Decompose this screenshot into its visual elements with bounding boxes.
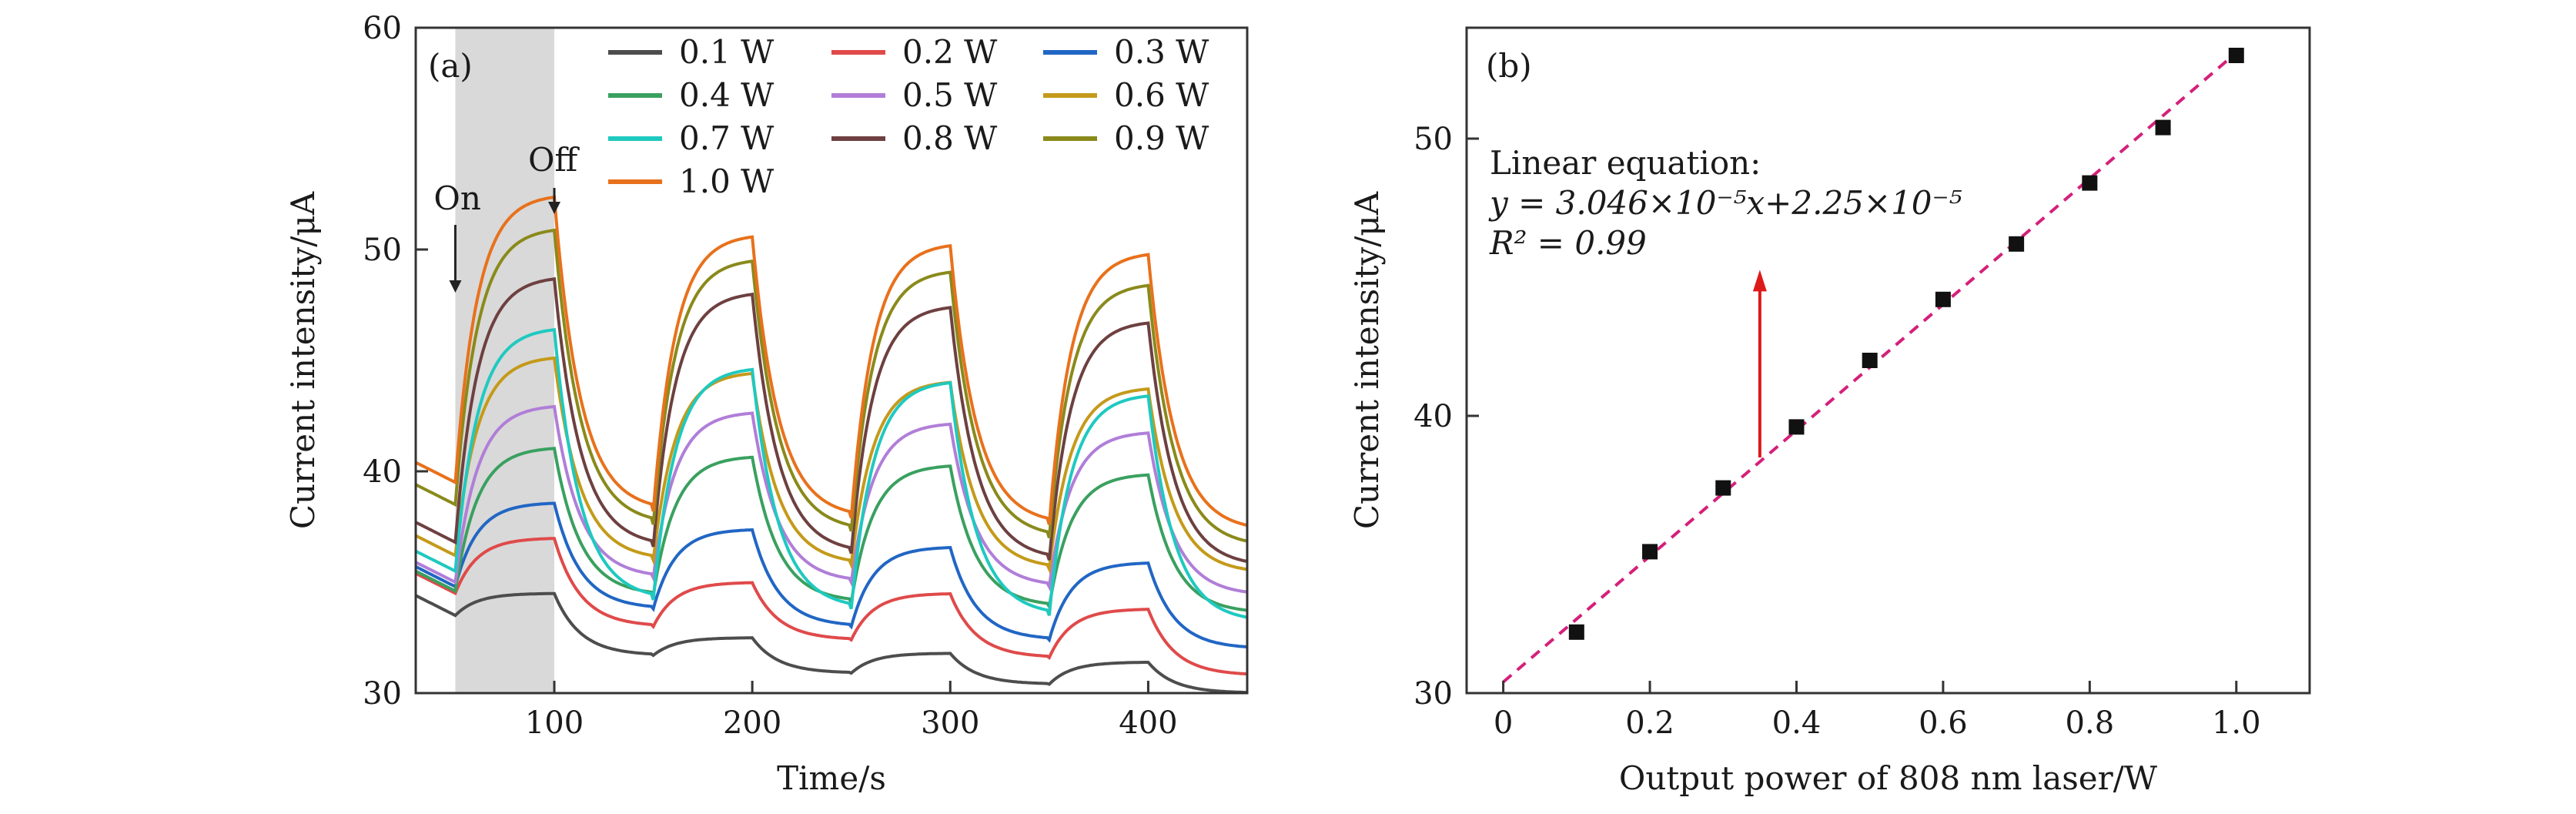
y-tick-label: 60: [363, 11, 402, 46]
increase-arrow: [1752, 270, 1767, 457]
series-line: [415, 228, 1248, 543]
series-line: [415, 276, 1248, 564]
legend-label: 0.9 W: [1114, 119, 1209, 157]
panel-b-x-axis-title: Output power of 808 nm laser/W: [1619, 759, 2158, 797]
data-point: [1642, 544, 1658, 560]
y-tick-label: 40: [363, 454, 402, 490]
data-point: [2082, 175, 2098, 191]
x-tick-label: 0.8: [2066, 705, 2115, 741]
data-point: [2009, 236, 2025, 252]
series-line: [415, 404, 1248, 594]
panel-a-frame: [414, 26, 1249, 695]
off-annotation: Off: [528, 141, 580, 179]
panel-a-label: (a): [428, 47, 473, 85]
legend-label: 0.1 W: [679, 33, 774, 71]
x-tick-label: 400: [1119, 705, 1177, 741]
x-tick-label: 100: [525, 705, 584, 741]
legend-label: 0.2 W: [902, 33, 998, 71]
panel-a-y-axis-title: Current intensity/μA: [284, 191, 322, 529]
panel-b-frame: [1465, 26, 2311, 695]
x-tick-label: 0.6: [1919, 705, 1968, 741]
y-tick-label: 50: [363, 233, 402, 268]
series-line: [415, 327, 1248, 619]
data-point: [1862, 353, 1878, 368]
y-tick-label: 30: [1413, 676, 1453, 712]
series-line: [415, 447, 1248, 612]
on-annotation: On: [433, 179, 480, 217]
series-line: [415, 537, 1248, 676]
x-tick-label: 0.2: [1625, 705, 1674, 741]
panel-b-y-axis-title: Current intensity/μA: [1348, 191, 1386, 529]
linear-equation: y = 3.046×10⁻⁵x+2.25×10⁻⁵: [1488, 184, 1962, 222]
legend-label: 0.4 W: [679, 76, 774, 114]
arrow-head: [449, 280, 462, 293]
legend-label: 0.3 W: [1114, 33, 1209, 71]
panel-b: 0 0.2 0.4 0.6 0.8 1.0 30 40 50 (b) Linear equati…: [1348, 26, 2311, 797]
panel-a: 100 200 300 400 30 40 50 60 (a) On Off 0.1 W 0.2…: [284, 11, 1249, 797]
data-point: [1715, 480, 1731, 496]
panel-a-ticks: 100 200 300 400 30 40 50 60: [363, 11, 1178, 741]
arrow-head: [548, 202, 560, 214]
series-line: [415, 356, 1248, 574]
data-point: [1788, 419, 1805, 435]
x-tick-label: 200: [723, 705, 781, 741]
x-tick-label: 300: [921, 705, 979, 741]
data-point: [1568, 624, 1584, 640]
legend-label: 0.7 W: [679, 119, 774, 157]
r-squared: R² = 0.99: [1489, 224, 1647, 262]
panel-b-points: [1568, 48, 2244, 640]
linear-equation-title: Linear equation:: [1490, 144, 1761, 182]
on-off-arrows: [449, 188, 560, 293]
legend-label: 1.0 W: [679, 162, 774, 200]
x-tick-label: 1.0: [2212, 705, 2261, 741]
legend-label: 0.6 W: [1114, 76, 1209, 114]
series-line: [415, 501, 1248, 648]
y-tick-label: 50: [1413, 122, 1453, 157]
y-tick-label: 40: [1413, 399, 1453, 434]
y-tick-label: 30: [363, 676, 402, 712]
panel-b-ticks: 0 0.2 0.4 0.6 0.8 1.0 30 40 50: [1413, 122, 2261, 741]
panel-a-series: [415, 195, 1248, 695]
arrow-head: [1752, 270, 1767, 292]
legend-label: 0.8 W: [902, 119, 998, 157]
x-tick-label: 0.4: [1772, 705, 1822, 741]
panel-a-legend: 0.1 W 0.2 W 0.3 W 0.4 W 0.5 W 0.6 W 0.7 W 0.8 W…: [608, 33, 1209, 200]
panel-b-label: (b): [1486, 47, 1532, 85]
series-line: [415, 591, 1247, 695]
data-point: [2228, 48, 2244, 63]
x-tick-label: 0: [1494, 705, 1513, 741]
legend-label: 0.5 W: [902, 76, 998, 114]
data-point: [1935, 291, 1951, 307]
panel-a-x-axis-title: Time/s: [777, 759, 886, 797]
data-point: [2155, 119, 2171, 136]
